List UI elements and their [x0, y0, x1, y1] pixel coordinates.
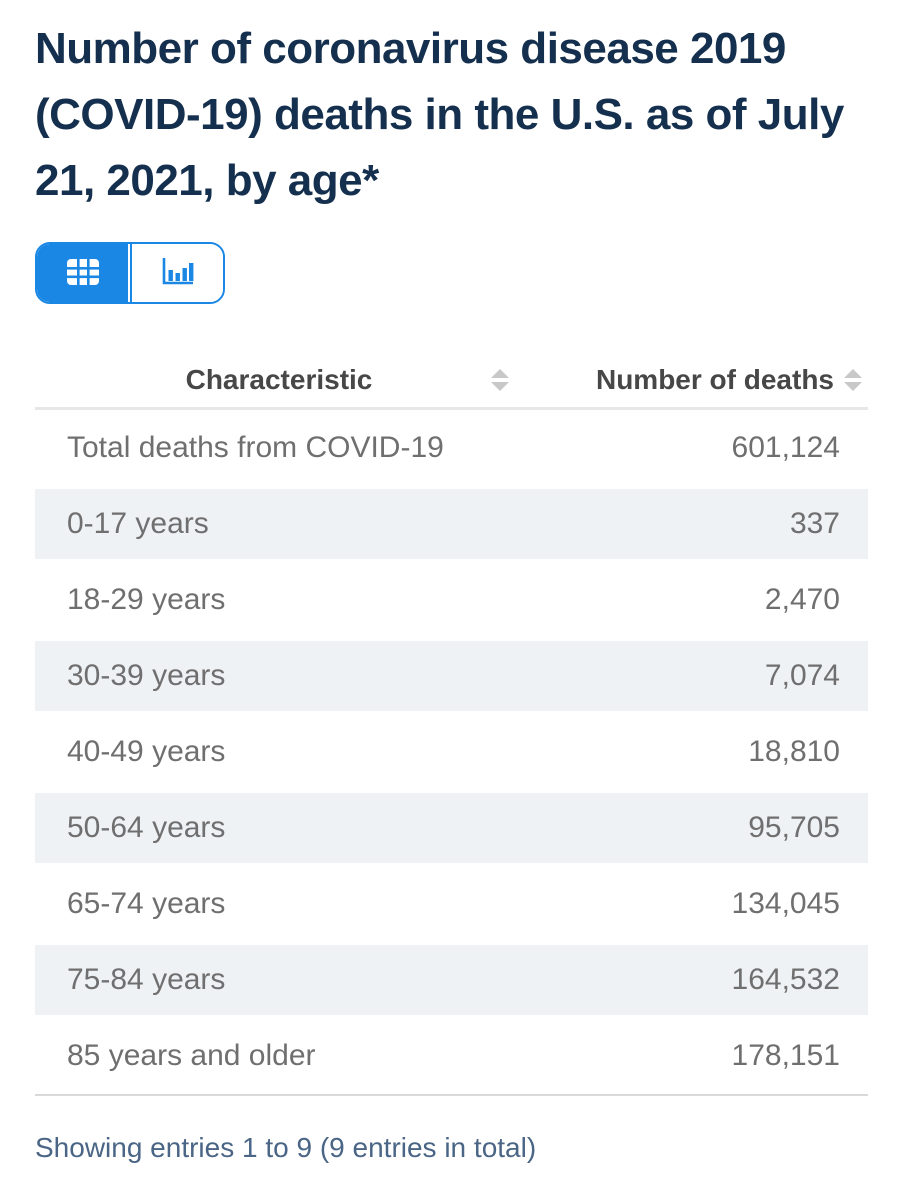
entries-status: Showing entries 1 to 9 (9 entries in tot… [35, 1132, 537, 1163]
column-header-number-of-deaths[interactable]: Number of deaths [523, 352, 868, 407]
statistic-table: Characteristic Number of deaths Total de… [35, 352, 868, 1096]
table-row: 0-17 years 337 [35, 486, 868, 562]
row-value: 337 [789, 507, 840, 540]
row-value: 2,470 [764, 583, 840, 616]
table-row: 85 years and older 178,151 [35, 1018, 868, 1094]
table-view-button[interactable] [37, 244, 130, 302]
view-toggle [35, 242, 225, 304]
sort-icon[interactable] [844, 368, 862, 391]
table-grid-icon [64, 257, 102, 290]
row-label: 85 years and older [67, 1039, 316, 1072]
statistic-page: Number of coronavirus disease 2019 (COVI… [35, 24, 868, 1163]
row-label: 65-74 years [67, 887, 226, 920]
row-value: 7,074 [764, 659, 840, 692]
row-value: 18,810 [748, 735, 840, 768]
table-bottom-divider [35, 1094, 868, 1096]
row-value: 164,532 [731, 963, 840, 996]
table-header-row: Characteristic Number of deaths [35, 352, 868, 410]
row-label: 18-29 years [67, 583, 226, 616]
row-value: 134,045 [731, 887, 840, 920]
row-value: 601,124 [731, 431, 840, 464]
row-label: Total deaths from COVID-19 [67, 431, 444, 464]
bar-chart-icon [159, 256, 197, 291]
chart-view-button[interactable] [130, 244, 223, 302]
column-header-label: Characteristic [185, 363, 373, 395]
table-row: Total deaths from COVID-19 601,124 [35, 410, 868, 486]
sort-icon[interactable] [491, 368, 509, 391]
row-label: 40-49 years [67, 735, 226, 768]
page-title: Number of coronavirus disease 2019 (COVI… [35, 24, 844, 205]
table-row: 75-84 years 164,532 [35, 942, 868, 1018]
row-label: 75-84 years [67, 963, 226, 996]
table-row: 18-29 years 2,470 [35, 562, 868, 638]
column-header-label: Number of deaths [595, 363, 834, 395]
table-row: 50-64 years 95,705 [35, 790, 868, 866]
table-row: 40-49 years 18,810 [35, 714, 868, 790]
table-row: 65-74 years 134,045 [35, 866, 868, 942]
row-label: 0-17 years [67, 507, 209, 540]
table-row: 30-39 years 7,074 [35, 638, 868, 714]
column-header-characteristic[interactable]: Characteristic [35, 352, 523, 407]
row-label: 50-64 years [67, 811, 226, 844]
row-value: 95,705 [748, 811, 840, 844]
row-label: 30-39 years [67, 659, 226, 692]
row-value: 178,151 [731, 1039, 840, 1072]
